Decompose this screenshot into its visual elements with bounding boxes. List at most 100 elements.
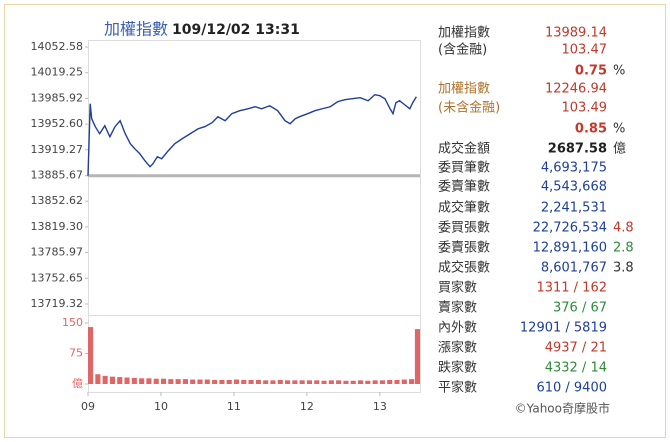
volume-bar [372,380,378,384]
volume-bar [292,380,298,384]
volume-bar [314,380,320,384]
row-label: 加權指數 [438,82,490,97]
volume-bar [168,379,174,384]
volume-bar [102,375,108,384]
row-label: 跌家數 [438,360,477,376]
row-label: 成交筆數 [438,200,490,216]
volume-bar [131,377,137,384]
volume-bar [219,379,225,384]
row-value: 1311 / 162 [536,281,607,296]
y-tick-label: 13785.97 [31,246,84,259]
volume-bar [263,380,269,384]
volume-bar [357,380,364,384]
y-tick-label: 13819.30 [31,220,84,233]
row-extra: 3.8 [613,261,634,276]
volume-bar [255,379,261,384]
row-value: 4,693,175 [541,161,607,176]
volume-bar [160,378,167,384]
row-value: 0.75 [575,64,607,79]
row-label: 成交金額 [438,141,490,157]
volume-bar [277,379,283,384]
row-label: 委賣筆數 [438,180,490,195]
row-label: 加權指數 [438,26,490,41]
row-label: 委買張數 [438,221,490,236]
row-value: 610 / 9400 [536,381,607,396]
row-label: 成交張數 [438,260,490,276]
y-tick-label: 13885.67 [31,169,84,182]
volume-bar [387,379,393,384]
volume-bar [109,376,115,384]
row-value: 12246.94 [545,82,607,97]
row-label: 賣家數 [438,300,477,316]
x-tick-label: 11 [227,400,241,413]
volume-bar [379,380,385,384]
x-tick-label: 09 [81,400,95,413]
row-value: 103.47 [562,43,608,58]
y-tick-label: 億 [72,377,83,390]
row-label: 買家數 [438,280,477,296]
plot-frame [88,40,421,393]
row-value: 12901 / 5819 [520,321,607,336]
row-label: (含金融) [438,42,487,58]
row-value: 4332 / 14 [545,361,607,376]
row-extra: % [613,64,625,79]
row-label: 委賣張數 [438,241,490,256]
volume-bar [190,379,196,384]
row-label: 漲家數 [438,340,477,356]
volume-bar [95,374,101,384]
volume-bar [124,377,130,384]
row-value: 2,241,531 [541,201,607,216]
row-extra: 億 [613,141,626,157]
y-tick-label: 13985.92 [31,91,84,104]
row-extra: % [613,122,625,137]
row-extra: 4.8 [613,221,634,236]
volume-bar [414,329,420,384]
row-label: 委買筆數 [438,161,490,176]
volume-bar [336,380,342,384]
row-extra: 2.8 [613,241,634,256]
row-value: 8,601,767 [541,261,607,276]
y-tick-label: 13919.27 [31,143,84,156]
y-tick-label: 75 [69,347,83,360]
volume-bar [248,379,254,384]
chart-title: 加權指數 [104,20,168,39]
row-value: 2687.58 [548,142,607,157]
y-tick-label: 13752.65 [31,271,84,284]
row-value: 12,891,160 [533,241,607,256]
row-label: 平家數 [438,380,477,396]
volume-bar [182,379,188,384]
y-tick-label: 13852.62 [31,194,84,207]
volume-bar [299,380,305,384]
row-value: 22,726,534 [533,221,607,236]
volume-bar [401,379,407,384]
volume-bar [146,378,152,384]
volume-bar [197,379,203,384]
row-value: 103.49 [562,101,608,116]
x-tick-label: 13 [373,400,387,413]
volume-bar [212,379,218,384]
frame [4,4,666,438]
volume-bar [306,380,313,384]
volume-bar [350,380,356,384]
row-value: 4937 / 21 [545,341,607,356]
volume-bar [394,379,400,384]
chart-subtitle: 109/12/02 13:31 [172,22,300,38]
y-tick-label: 14052.58 [31,40,84,53]
volume-bar [285,380,291,384]
x-tick-label: 10 [154,400,168,413]
volume-bar [328,380,334,384]
volume-bar [270,380,276,384]
volume-bar [365,380,371,384]
volume-bar [153,378,159,384]
x-tick-label: 12 [300,400,314,413]
volume-bar [233,379,240,384]
volume-bar [88,327,94,384]
volume-bar [139,378,145,384]
price-line [87,93,417,176]
volume-bar [321,380,327,384]
volume-bar [175,379,181,384]
y-tick-label: 14019.25 [31,66,84,79]
volume-bar [241,379,247,384]
row-value: 376 / 67 [553,301,607,316]
